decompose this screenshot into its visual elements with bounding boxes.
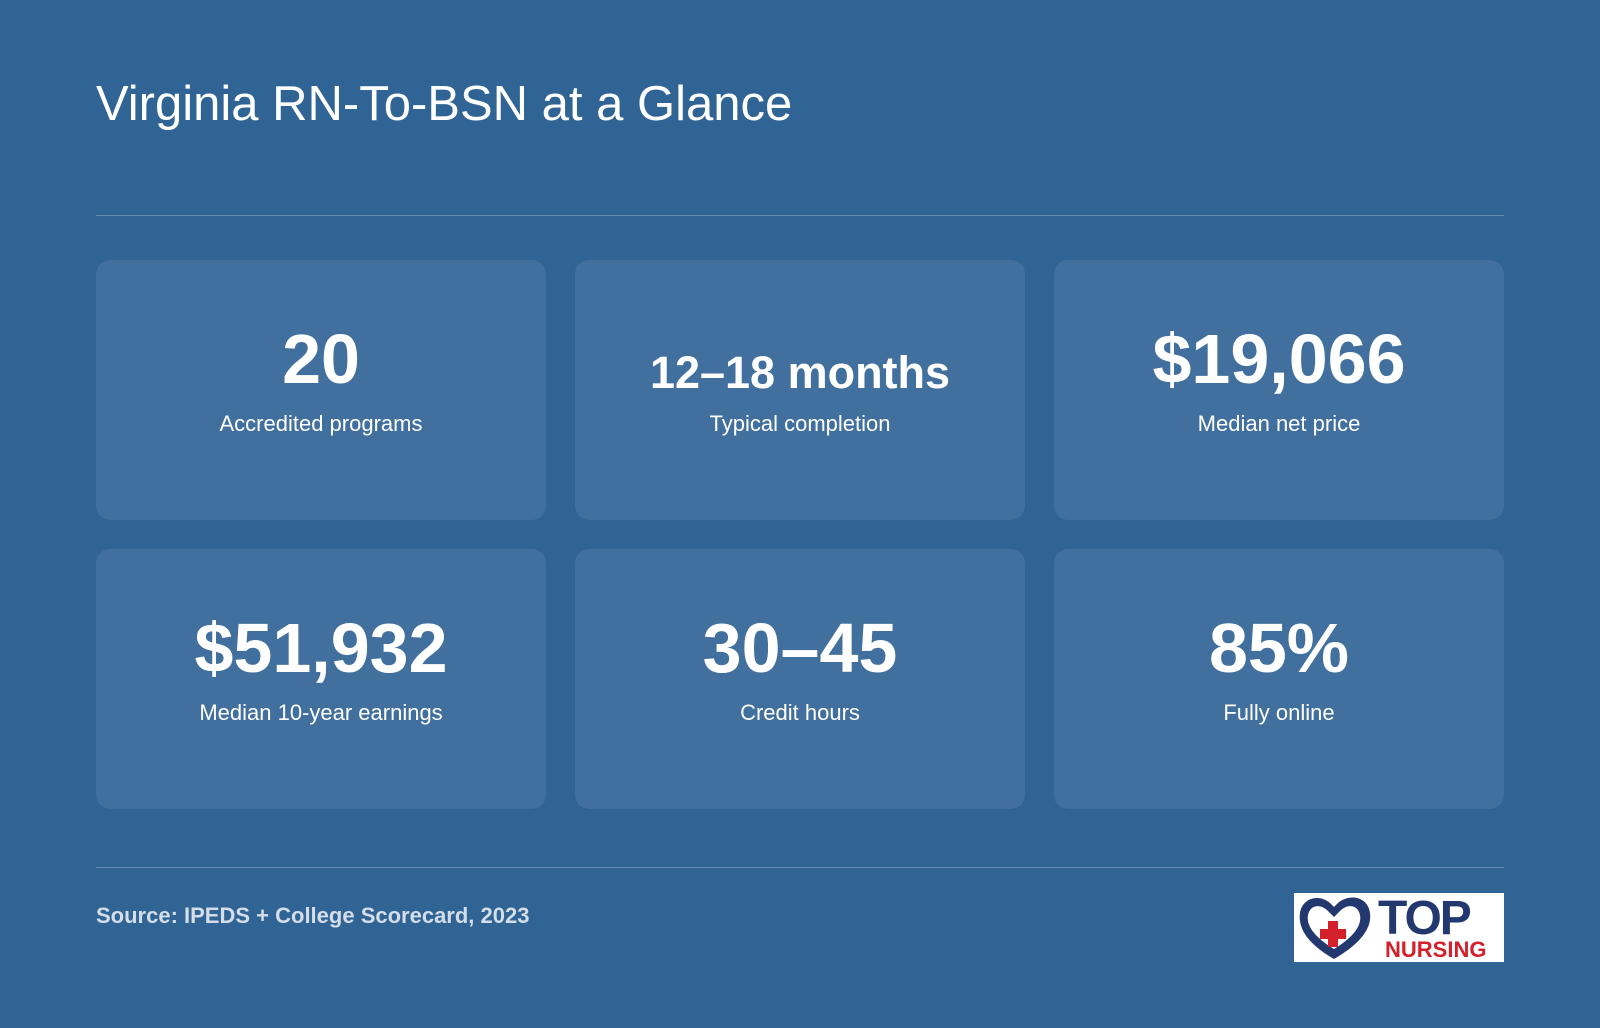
stat-label: Typical completion — [709, 411, 891, 436]
stat-label: Median net price — [1197, 411, 1361, 436]
stat-label: Accredited programs — [219, 411, 423, 436]
logo-text: TOP — [1378, 892, 1472, 945]
logo: TOP NURSING — [1294, 893, 1504, 962]
stat-card: 12–18 months Typical completion — [575, 260, 1025, 520]
stat-value: $51,932 — [194, 609, 448, 687]
stat-value: 85% — [1208, 609, 1350, 687]
divider — [96, 215, 1504, 216]
stat-value: 30–45 — [702, 609, 898, 687]
stat-card: 85% Fully online — [1054, 549, 1504, 809]
stat-value: $19,066 — [1152, 320, 1406, 398]
source-note: Source: IPEDS + College Scorecard, 2023 — [96, 903, 530, 928]
stat-label: Credit hours — [740, 700, 860, 725]
stat-grid: 20 Accredited programs 12–18 months Typica… — [96, 260, 1504, 809]
divider — [96, 867, 1504, 868]
logo-text: NURSING — [1385, 937, 1487, 962]
stat-card: 20 Accredited programs — [96, 260, 546, 520]
title: Virginia RN-To-BSN at a Glance — [96, 77, 793, 131]
stat-label: Median 10-year earnings — [199, 700, 443, 725]
stat-card: $19,066 Median net price — [1054, 260, 1504, 520]
stat-card: 30–45 Credit hours — [575, 549, 1025, 809]
stat-value: 12–18 months — [649, 347, 951, 398]
stat-value: 20 — [282, 320, 360, 398]
stat-card: $51,932 Median 10-year earnings — [96, 549, 546, 809]
logo-icon — [1299, 897, 1371, 959]
stat-label: Fully online — [1223, 700, 1335, 725]
